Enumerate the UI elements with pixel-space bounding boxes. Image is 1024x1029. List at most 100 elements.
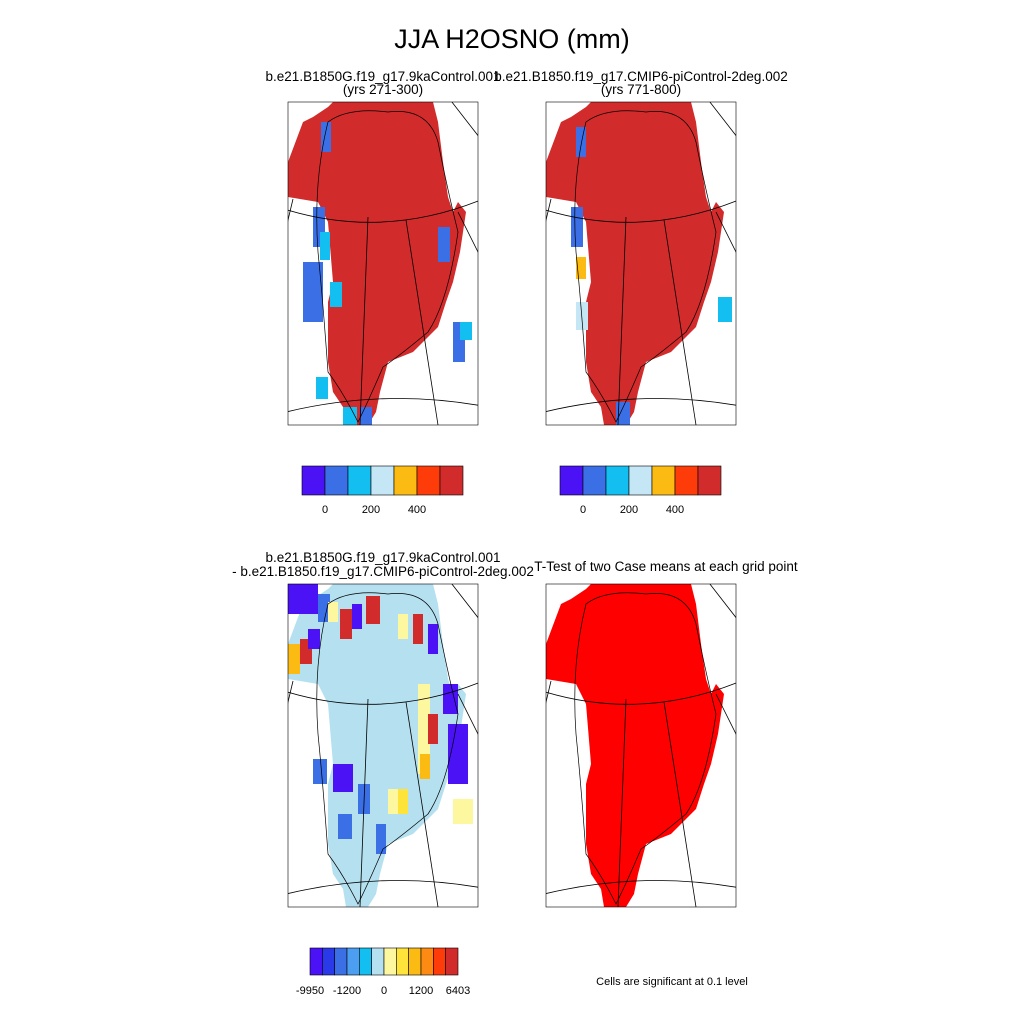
graticule bbox=[451, 102, 478, 137]
colorbar-label: 200 bbox=[620, 504, 638, 516]
colorbar-box bbox=[334, 947, 348, 976]
colorbar-label: 0 bbox=[381, 985, 387, 997]
colorbar-box bbox=[408, 947, 422, 976]
cell bbox=[376, 824, 386, 854]
panel-title: T-Test of two Case means at each grid po… bbox=[534, 559, 798, 574]
colorbar-box bbox=[674, 465, 699, 496]
colorbar-box bbox=[445, 947, 459, 976]
graticule bbox=[405, 701, 439, 907]
map-panel bbox=[546, 584, 736, 907]
panel-title: - b.e21.B1850.f19_g17.CMIP6-piControl-2d… bbox=[232, 564, 534, 579]
graticule bbox=[451, 584, 478, 619]
cell bbox=[330, 282, 342, 307]
map-content bbox=[288, 102, 478, 425]
cell bbox=[388, 789, 400, 814]
graticule bbox=[288, 682, 478, 705]
graticule bbox=[617, 698, 627, 907]
map-content bbox=[546, 102, 736, 425]
cell bbox=[338, 814, 352, 839]
cell bbox=[453, 799, 473, 824]
colorbar-label: 400 bbox=[666, 504, 684, 516]
colorbar-box bbox=[559, 465, 584, 496]
cell bbox=[340, 609, 352, 639]
cell bbox=[460, 322, 472, 340]
cell bbox=[398, 614, 408, 639]
cell bbox=[428, 714, 438, 744]
cell bbox=[313, 759, 327, 784]
coastline bbox=[316, 110, 459, 423]
land-cells bbox=[288, 584, 466, 907]
land-cells bbox=[546, 584, 724, 907]
graticule bbox=[709, 102, 736, 137]
colorbar-box bbox=[346, 947, 360, 976]
panel-title: b.e21.B1850G.f19_g17.9kaControl.001 bbox=[266, 550, 501, 565]
cell bbox=[333, 764, 353, 792]
map-panel bbox=[288, 102, 478, 425]
land-cells bbox=[288, 102, 466, 425]
coastline bbox=[316, 592, 459, 905]
cell bbox=[418, 684, 430, 774]
colorbar-box bbox=[383, 947, 397, 976]
cell bbox=[428, 624, 438, 654]
graticule bbox=[709, 584, 736, 619]
colorbar-label: 200 bbox=[362, 504, 380, 516]
cell bbox=[616, 402, 630, 425]
colorbar-box bbox=[322, 947, 335, 976]
panel-title: b.e21.B1850.f19_g17.CMIP6-piControl-2deg… bbox=[494, 69, 787, 84]
colorbar-box bbox=[697, 465, 722, 496]
colorbar-box bbox=[420, 947, 434, 976]
cell bbox=[420, 754, 430, 779]
graticule bbox=[715, 693, 736, 735]
graticule bbox=[546, 682, 736, 705]
cell bbox=[316, 377, 328, 399]
cell bbox=[328, 602, 338, 622]
graticule bbox=[546, 880, 736, 894]
cell bbox=[303, 262, 323, 322]
cell bbox=[288, 584, 318, 614]
colorbar-label: 1200 bbox=[409, 985, 433, 997]
colorbar-box bbox=[651, 465, 676, 496]
map-content bbox=[546, 584, 736, 907]
graticule bbox=[546, 200, 736, 223]
map-panel bbox=[288, 584, 478, 907]
cell bbox=[321, 122, 331, 152]
cell bbox=[576, 127, 586, 157]
graticule bbox=[663, 219, 697, 425]
graticule bbox=[288, 398, 478, 412]
colorbar-box bbox=[439, 465, 464, 496]
graticule bbox=[288, 880, 478, 894]
panel-frame bbox=[287, 583, 479, 908]
cell bbox=[571, 207, 583, 247]
colorbar-box bbox=[359, 947, 372, 976]
colorbar-box bbox=[301, 465, 326, 496]
cell bbox=[718, 297, 732, 322]
cell bbox=[288, 644, 300, 674]
colorbar-label: 400 bbox=[408, 504, 426, 516]
colorbar-box bbox=[416, 465, 441, 496]
panel-frame bbox=[287, 101, 479, 426]
graticule bbox=[546, 398, 736, 412]
cell bbox=[438, 227, 450, 262]
cell bbox=[443, 684, 458, 714]
graticule bbox=[715, 211, 736, 253]
coastline bbox=[574, 110, 717, 423]
panel-title: (yrs 271-300) bbox=[343, 82, 423, 97]
colorbar-box bbox=[371, 947, 385, 976]
graticule bbox=[457, 211, 478, 253]
cell bbox=[320, 232, 330, 260]
graticule bbox=[546, 680, 552, 704]
cell bbox=[413, 614, 423, 644]
colorbar-label: 0 bbox=[580, 504, 586, 516]
graticule bbox=[663, 701, 697, 907]
cell bbox=[366, 596, 380, 624]
coastline bbox=[574, 592, 717, 905]
graticule bbox=[288, 200, 478, 223]
colorbar-box bbox=[396, 947, 409, 976]
map-content bbox=[288, 584, 478, 907]
cell bbox=[308, 629, 320, 649]
colorbar-box bbox=[605, 465, 630, 496]
cell bbox=[448, 724, 468, 784]
cell bbox=[343, 407, 357, 425]
graticule bbox=[359, 216, 369, 425]
